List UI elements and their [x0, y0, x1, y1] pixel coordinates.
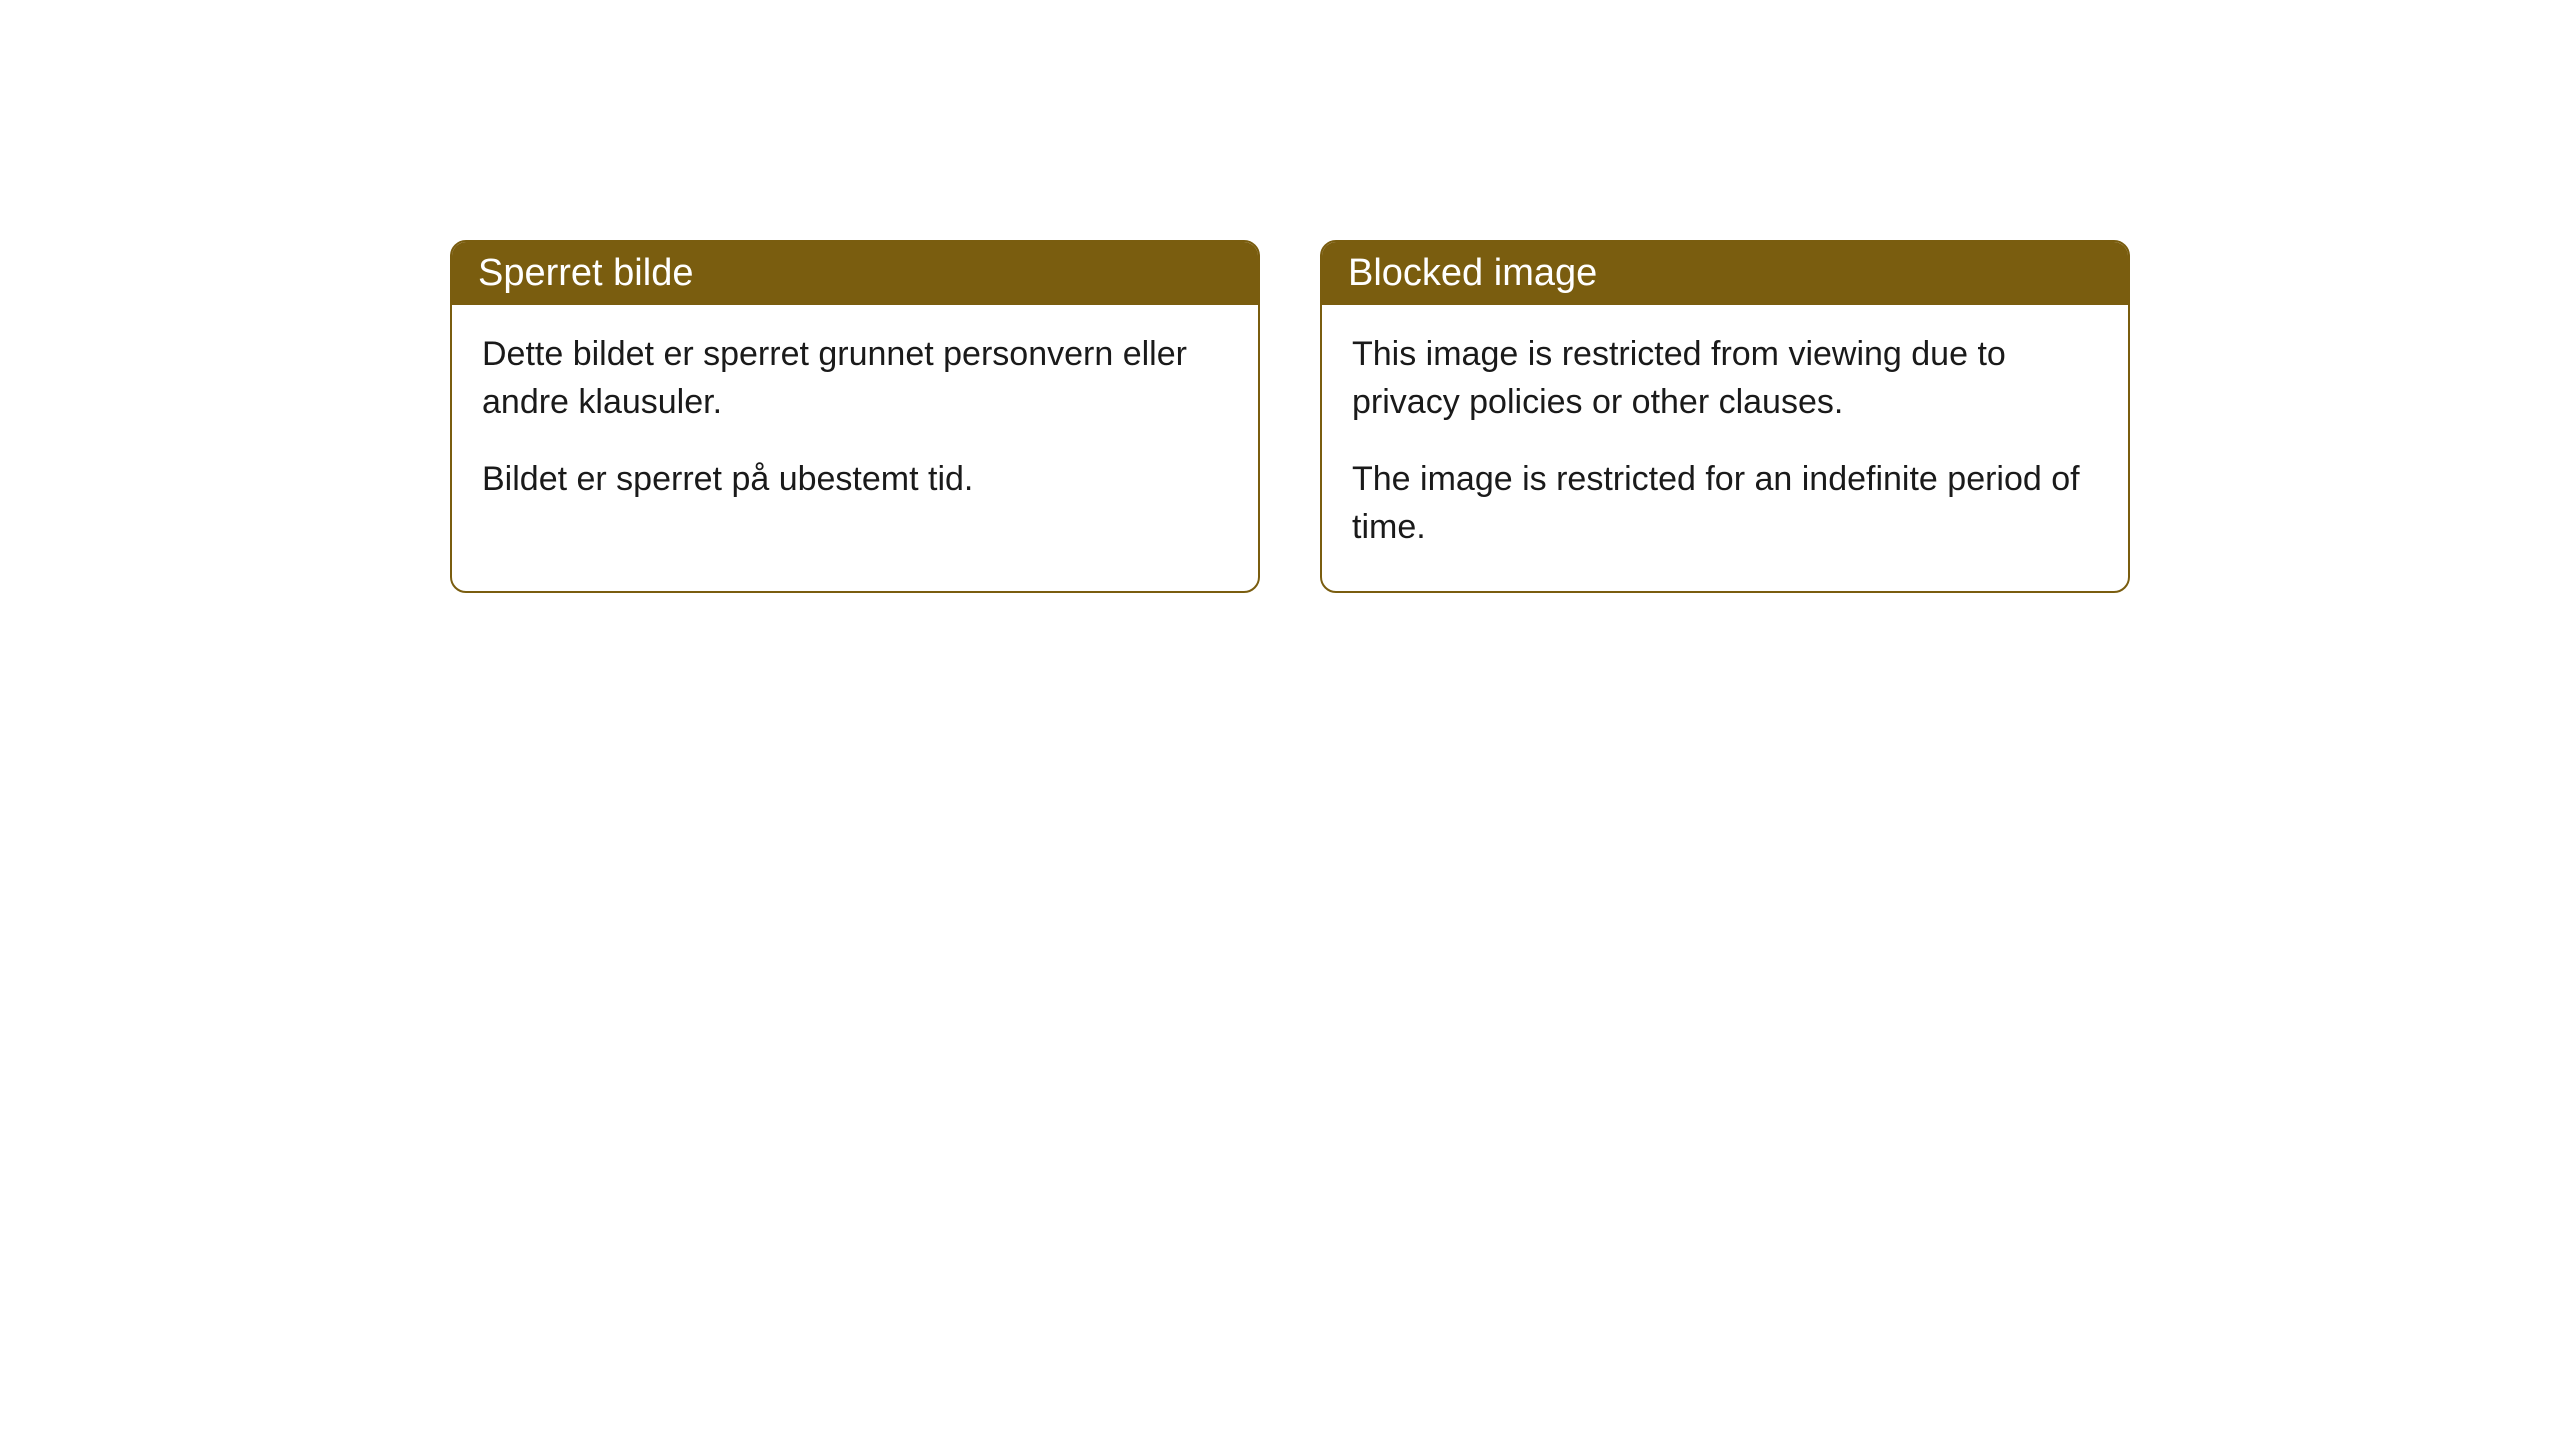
cards-container: Sperret bilde Dette bildet er sperret gr… — [0, 0, 2560, 593]
card-norwegian: Sperret bilde Dette bildet er sperret gr… — [450, 240, 1260, 593]
card-body-norwegian: Dette bildet er sperret grunnet personve… — [452, 305, 1258, 544]
card-paragraph-1: Dette bildet er sperret grunnet personve… — [482, 331, 1228, 426]
card-title: Blocked image — [1348, 252, 1597, 294]
card-header-english: Blocked image — [1322, 242, 2128, 305]
card-body-english: This image is restricted from viewing du… — [1322, 305, 2128, 591]
card-title: Sperret bilde — [478, 252, 693, 294]
card-paragraph-1: This image is restricted from viewing du… — [1352, 331, 2098, 426]
card-paragraph-2: The image is restricted for an indefinit… — [1352, 456, 2098, 551]
card-paragraph-2: Bildet er sperret på ubestemt tid. — [482, 456, 1228, 504]
card-header-norwegian: Sperret bilde — [452, 242, 1258, 305]
card-english: Blocked image This image is restricted f… — [1320, 240, 2130, 593]
